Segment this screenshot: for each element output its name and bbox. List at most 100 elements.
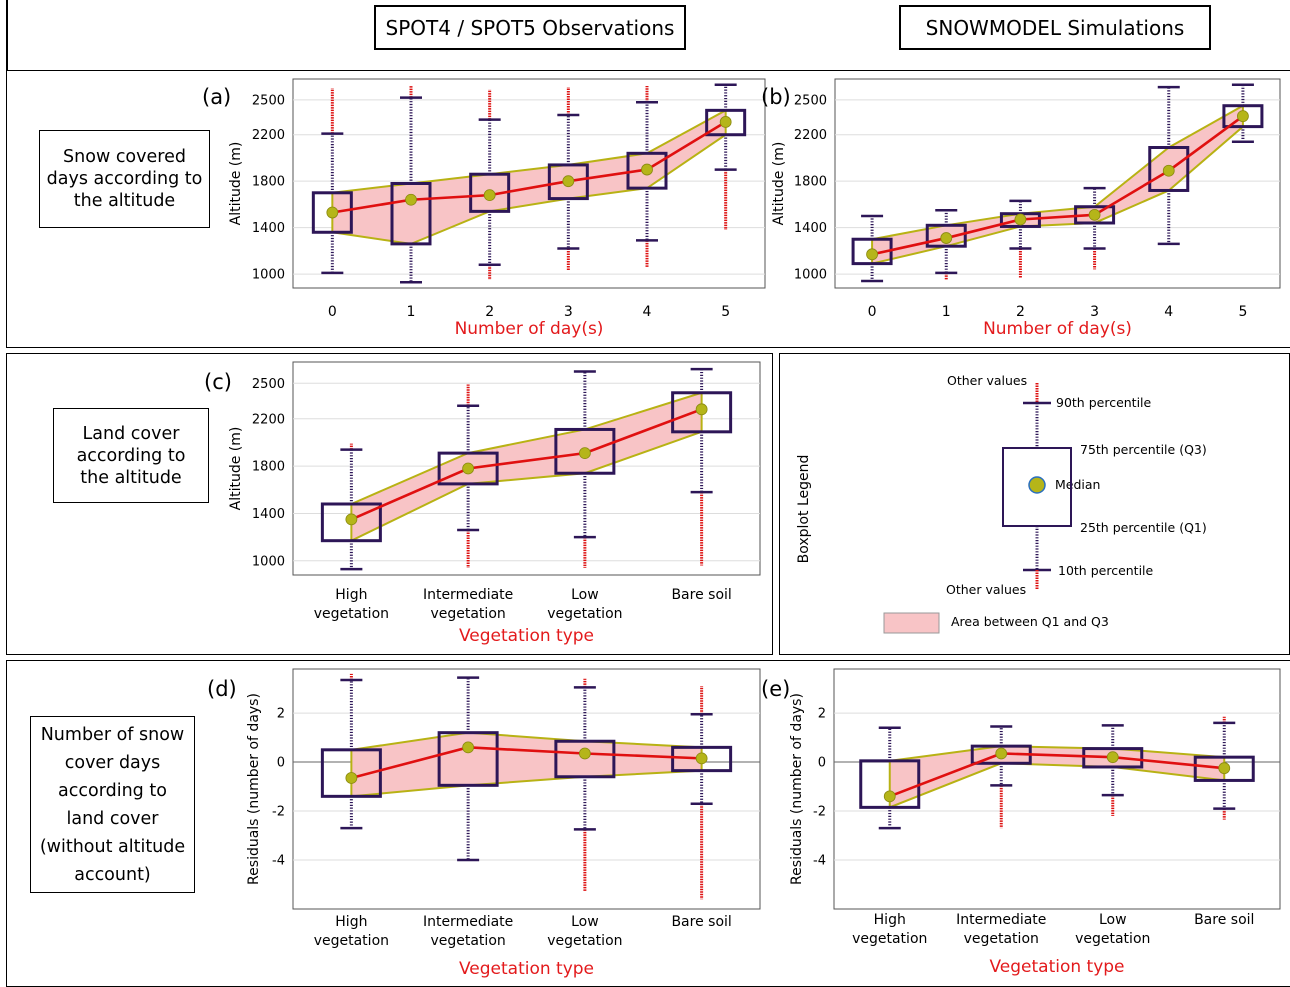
panel-label: (e): [761, 677, 790, 701]
iqr-box: [320, 502, 382, 543]
median-point: [405, 193, 417, 206]
median-point: [578, 747, 591, 760]
y-tick-label: 1800: [252, 175, 285, 190]
iqr-box: [437, 451, 499, 486]
y-tick-label: 1000: [252, 268, 285, 283]
median-line: [351, 746, 702, 780]
median-point: [345, 772, 358, 784]
y-tick-label: 1800: [252, 460, 285, 475]
iqr-box: [554, 427, 616, 475]
y-tick-label: 2500: [252, 93, 285, 108]
iqr-box: [320, 748, 382, 798]
x-tick-label: Bare soil: [1194, 912, 1254, 928]
chart-c: 1000 1400 1800 2200 2500 High vegetation Interm…: [204, 361, 761, 646]
x-tick-label: 5: [1238, 304, 1247, 320]
iqr-box: [671, 391, 733, 434]
median-point: [866, 248, 878, 261]
x-tick-label: 3: [564, 304, 573, 320]
panel-label: (b): [761, 85, 791, 109]
iqr-box: [925, 223, 967, 248]
median-point: [562, 175, 575, 188]
median-point: [1106, 751, 1119, 764]
iqr-box: [1222, 104, 1264, 129]
median-point: [695, 403, 708, 416]
row3-label: Number of snow cover days according to land…: [30, 716, 195, 893]
median-point: [995, 747, 1008, 760]
chart-d: 2 0 -2 -4 High vegetation Intermediate vegetati…: [207, 668, 761, 979]
chart-b: 1000 1400 1800 2200 2500 0 1 2 3 4 5 Number of day(…: [761, 78, 1281, 339]
y-axis-title: Residuals (number of days): [246, 693, 262, 885]
y-axis-title: Residuals (number of days): [789, 693, 805, 885]
iqr-box: [547, 163, 589, 201]
x-tick-label: 0: [868, 304, 877, 320]
simulations-header-text: SNOWMODEL Simulations: [925, 15, 1185, 40]
y-tick-label: 2: [818, 707, 826, 722]
panel-label: (a): [202, 85, 231, 109]
median-point: [641, 163, 653, 176]
y-tick-label: 1000: [252, 554, 285, 569]
y-tick-label: 0: [818, 756, 826, 771]
left-margin-line: [6, 0, 8, 70]
y-tick-label: 1400: [252, 221, 285, 236]
boxplot-legend: Boxplot Legend Other values 90th percent…: [796, 373, 1207, 634]
x-axis-title: Vegetation type: [459, 959, 594, 979]
y-tick-label: 1400: [794, 221, 827, 236]
legend-median-label: Median: [1055, 477, 1100, 492]
x-axis-title: Vegetation type: [989, 957, 1124, 977]
median-point: [1088, 208, 1101, 221]
iqr-box: [626, 151, 668, 190]
x-tick-label: Low vegetation: [547, 587, 622, 622]
y-tick-label: 1800: [794, 175, 827, 190]
y-tick-label: -4: [272, 854, 285, 869]
median-point: [462, 462, 475, 475]
median-line: [889, 752, 1225, 798]
x-tick-label: 3: [1090, 304, 1099, 320]
x-tick-label: Intermediate vegetation: [956, 912, 1046, 947]
iqr-box: [554, 739, 616, 779]
legend-q3-label: 75th percentile (Q3): [1080, 442, 1207, 457]
legend-median-point: [1028, 476, 1046, 494]
median-point: [578, 447, 591, 460]
x-tick-label: 1: [942, 304, 951, 320]
legend-other-top-label: Other values: [947, 373, 1027, 388]
chart-e: 2 0 -4 -2 High vegetation Intermediate vegetati…: [761, 668, 1281, 977]
x-tick-label: 1: [407, 304, 416, 320]
y-tick-label: -4: [813, 854, 826, 869]
x-tick-label: 2: [1016, 304, 1025, 320]
observations-header-text: SPOT4 / SPOT5 Observations: [385, 15, 675, 40]
legend-p10-label: 10th percentile: [1058, 563, 1154, 578]
iqr-box: [390, 182, 432, 246]
median-point: [883, 790, 896, 803]
x-tick-label: High vegetation: [314, 914, 389, 949]
iqr-box: [705, 108, 747, 137]
observations-header: SPOT4 / SPOT5 Observations: [374, 5, 686, 50]
x-tick-label: 2: [485, 304, 494, 320]
y-tick-label: 1400: [252, 507, 285, 522]
legend-area-label: Area between Q1 and Q3: [951, 614, 1109, 629]
y-tick-label: 2500: [252, 377, 285, 392]
iqr-box: [1082, 747, 1144, 769]
iqr-box: [437, 731, 499, 787]
x-tick-label: 4: [1164, 304, 1173, 320]
median-point: [695, 752, 708, 765]
y-axis-title: Altitude (m): [228, 142, 244, 226]
x-tick-label: 0: [328, 304, 337, 320]
median-point: [462, 741, 475, 754]
x-tick-label: Intermediate vegetation: [423, 587, 513, 622]
iqr-box: [1148, 146, 1190, 192]
y-tick-label: 2: [277, 707, 285, 722]
y-tick-label: 2200: [252, 412, 285, 427]
y-tick-label: 2200: [252, 128, 285, 143]
row2-label: Land cover according to the altitude: [53, 408, 209, 503]
y-axis-title: Altitude (m): [771, 142, 787, 226]
x-axis-title: Number of day(s): [983, 319, 1132, 339]
iqr-box: [1193, 755, 1255, 782]
median-line: [332, 120, 727, 214]
chart-a: 1000 1400 1800 2200 2500 0 1 2 3 4 5 Number of day(…: [202, 78, 766, 339]
x-tick-label: 4: [643, 304, 652, 320]
y-tick-label: 0: [277, 756, 285, 771]
median-point: [1162, 164, 1175, 177]
median-point: [1014, 213, 1027, 226]
x-tick-label: High vegetation: [314, 587, 389, 622]
median-point: [1237, 110, 1249, 123]
